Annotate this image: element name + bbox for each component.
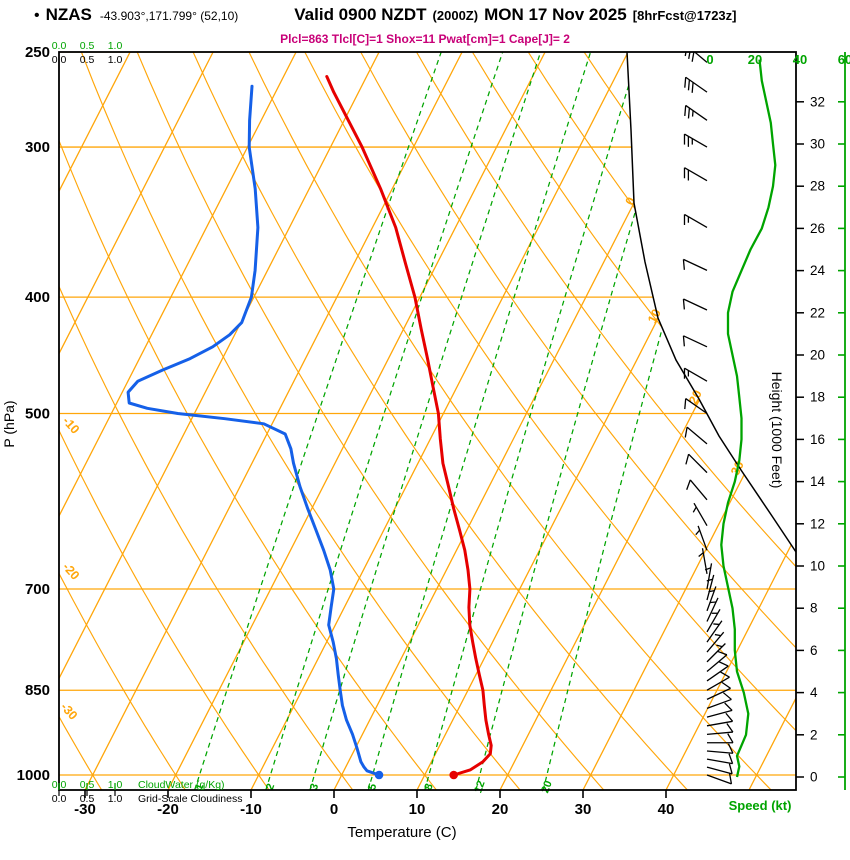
height-tick-label: 10 <box>810 559 825 574</box>
svg-text:0.0: 0.0 <box>52 40 67 52</box>
plot-cut-boundary <box>626 51 797 553</box>
dry-adiabat-label: -10 <box>60 414 83 437</box>
cloudwater-label: CloudWater (g/Kg) <box>138 779 225 791</box>
plot-border <box>58 51 797 791</box>
cloudiness-label: Grid-Scale Cloudiness <box>138 793 242 805</box>
dry-adiabat-label: -20 <box>60 560 83 583</box>
height-tick-label: 14 <box>810 474 826 489</box>
pressure-tick-label: 850 <box>25 682 50 699</box>
height-tick-label: 6 <box>810 643 818 658</box>
speed-tick-label: 0 <box>706 52 713 67</box>
speed-axis-label: Speed (kt) <box>729 798 792 813</box>
station-coords: -43.903°,171.799° (52,10) <box>99 9 239 23</box>
pressure-tick-label: 250 <box>25 44 50 61</box>
height-tick-label: 0 <box>810 770 818 785</box>
svg-text:3: 3 <box>308 782 321 792</box>
temperature-curve <box>325 75 493 777</box>
height-tick-label: 30 <box>810 137 825 152</box>
svg-text:12: 12 <box>472 779 487 795</box>
isotherm-label: 0 <box>623 195 639 208</box>
temp-tick-label: 0 <box>330 801 338 818</box>
forecast-hour: [8hrFcst@1723z] <box>632 8 737 23</box>
pressure-tick-label: 300 <box>25 139 50 156</box>
height-tick-label: 18 <box>810 390 825 405</box>
valid-date: MON 17 Nov 2025 <box>484 5 627 24</box>
station-id: NZAS <box>45 5 92 24</box>
temp-tick-label: -20 <box>157 801 179 818</box>
svg-text:0.0: 0.0 <box>52 54 67 66</box>
temp-tick-label: -30 <box>74 801 96 818</box>
svg-text:2: 2 <box>264 782 277 792</box>
speed-tick-label: 40 <box>793 52 807 67</box>
pressure-tick-label: 700 <box>25 581 50 598</box>
temp-axis-label: Temperature (C) <box>347 824 456 841</box>
temperature-surface-dot <box>449 770 459 780</box>
pressure-tick-label: 1000 <box>17 767 50 784</box>
dewpoint-surface-dot <box>374 770 384 780</box>
height-tick-label: 24 <box>810 263 826 278</box>
svg-text:1: 1 <box>193 782 206 792</box>
temp-tick-label: 40 <box>658 801 675 818</box>
svg-text:0.5: 0.5 <box>80 54 95 66</box>
chart-header: • NZAS -43.903°,171.799° (52,10) Valid 0… <box>34 5 742 25</box>
svg-text:0.5: 0.5 <box>80 793 95 805</box>
svg-text:1.0: 1.0 <box>108 54 123 66</box>
height-tick-label: 2 <box>810 727 818 742</box>
skewt-grid <box>59 52 796 790</box>
svg-text:0.0: 0.0 <box>52 793 67 805</box>
svg-text:1.0: 1.0 <box>108 40 123 52</box>
svg-text:8: 8 <box>422 782 435 792</box>
pressure-tick-label: 500 <box>25 406 50 423</box>
height-tick-label: 22 <box>810 305 825 320</box>
svg-text:1.0: 1.0 <box>108 793 123 805</box>
wind-speed-profile <box>720 59 777 778</box>
pressure-axis-label: P (hPa) <box>1 400 17 447</box>
speed-tick-label: 20 <box>748 52 762 67</box>
height-tick-label: 16 <box>810 432 825 447</box>
speed-tick-label: 60 <box>838 52 850 67</box>
svg-text:5: 5 <box>366 782 379 792</box>
height-tick-label: 20 <box>810 348 825 363</box>
temp-tick-label: -10 <box>240 801 262 818</box>
valid-time: Valid 0900 NZDT <box>294 5 427 24</box>
temp-tick-label: 30 <box>575 801 592 818</box>
height-tick-label: 26 <box>810 221 825 236</box>
station-bullet-icon: • <box>34 7 40 24</box>
height-tick-label: 12 <box>810 516 825 531</box>
svg-text:0.5: 0.5 <box>80 40 95 52</box>
height-axis-label: Height (1000 Feet) <box>769 372 785 489</box>
valid-zulu: (2000Z) <box>432 8 479 23</box>
height-tick-label: 28 <box>810 179 825 194</box>
height-tick-label: 8 <box>810 601 818 616</box>
temp-tick-label: 20 <box>492 801 509 818</box>
temp-tick-label: 10 <box>409 801 426 818</box>
height-tick-label: 4 <box>810 685 818 700</box>
svg-text:20: 20 <box>539 779 554 795</box>
stability-indices: Plcl=863 Tlcl[C]=1 Shox=11 Pwat[cm]=1 Ca… <box>280 32 570 46</box>
pressure-tick-label: 400 <box>25 289 50 306</box>
dewpoint-curve <box>126 84 381 777</box>
wind-barbs <box>682 52 734 785</box>
height-tick-label: 32 <box>810 94 825 109</box>
